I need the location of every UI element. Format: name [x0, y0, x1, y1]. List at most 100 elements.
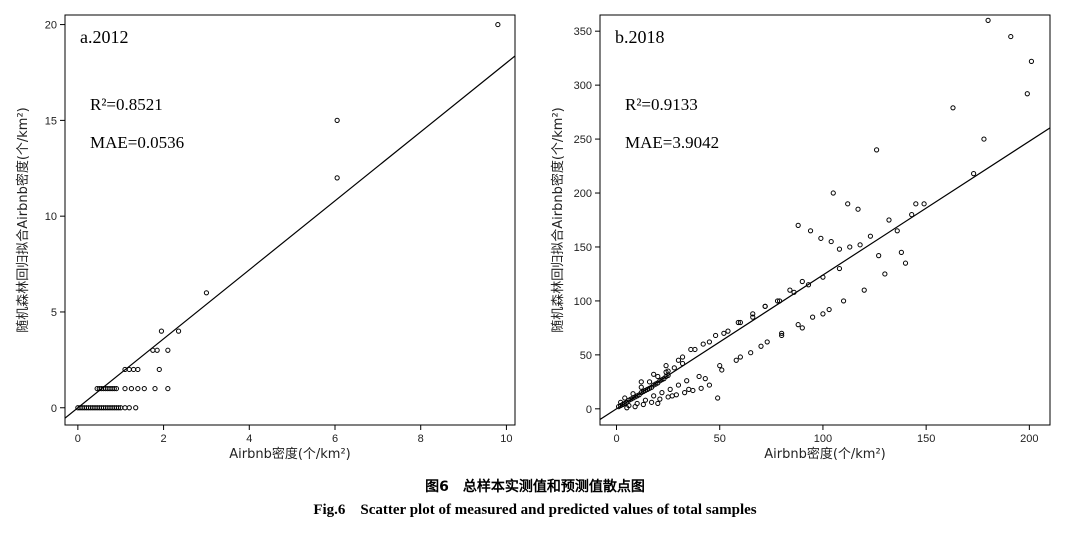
data-point: [667, 386, 673, 392]
data-point: [810, 314, 816, 320]
data-point: [655, 400, 661, 407]
data-point: [799, 325, 805, 331]
plot-frame: [599, 14, 1051, 426]
data-point: [649, 399, 655, 405]
data-point: [154, 347, 160, 353]
chart-a: 0 2 4 6 8 10 0 5 10 15 20 a.2012 R²=0.8521 MAE=0.0536…: [15, 14, 516, 462]
data-point: [665, 394, 671, 400]
panel-label: b.2018: [615, 27, 665, 47]
data-point: [111, 385, 117, 392]
data-point: [692, 346, 698, 353]
data-point: [820, 311, 826, 317]
data-point: [985, 17, 991, 23]
data-point: [737, 319, 743, 326]
data-point: [156, 366, 162, 373]
data-point: [669, 393, 675, 399]
data-point: [682, 390, 688, 396]
data-point: [126, 405, 132, 411]
data-point: [706, 339, 713, 345]
data-point: [638, 379, 644, 385]
data-point: [950, 105, 956, 111]
x-tick-label: 6: [332, 433, 338, 445]
data-point: [795, 222, 801, 228]
data-point: [981, 136, 987, 142]
data-point: [113, 385, 120, 392]
y-tick-label: 10: [45, 211, 57, 223]
data-point: [717, 363, 723, 369]
x-tick-label: 150: [917, 433, 935, 445]
figure-caption-en: Fig.6 Scatter plot of measured and predi…: [313, 502, 757, 518]
y-tick-label: 0: [51, 403, 57, 415]
data-point: [1028, 58, 1035, 64]
data-point: [735, 319, 741, 326]
data-point: [158, 328, 165, 334]
data-point: [671, 365, 677, 371]
plot-area: [65, 21, 515, 419]
y-axis-label: 随机森林回归拟合Airbnb密度(个/km²): [550, 107, 566, 333]
x-tick-label: 100: [814, 433, 832, 445]
x-tick-label: 200: [1020, 433, 1038, 445]
data-point: [861, 287, 867, 293]
data-point: [618, 399, 624, 405]
data-point: [700, 341, 706, 347]
x-axis-label: Airbnb密度(个/km²): [764, 446, 886, 462]
plot-area: [600, 17, 1050, 421]
y-axis-label: 随机森林回归拟合Airbnb密度(个/km²): [15, 107, 31, 333]
mae-label: MAE=0.0536: [90, 133, 184, 152]
data-point: [673, 392, 679, 398]
data-point: [867, 233, 874, 239]
data-point: [651, 393, 657, 399]
data-point: [135, 385, 141, 392]
y-tick-label: 150: [574, 242, 592, 254]
data-point: [725, 328, 731, 334]
data-point: [764, 339, 770, 345]
x-tick-label: 8: [418, 433, 424, 445]
y-tick-label: 20: [45, 20, 57, 32]
data-point: [657, 396, 663, 402]
data-point: [334, 175, 340, 181]
data-point: [675, 382, 682, 388]
data-point: [675, 357, 682, 363]
data-point: [128, 385, 135, 392]
y-tick-label: 5: [51, 307, 57, 319]
data-point: [651, 371, 657, 377]
data-point: [638, 384, 644, 390]
data-point: [836, 246, 843, 252]
data-point: [679, 354, 686, 360]
x-tick-label: 50: [714, 433, 726, 445]
data-point: [787, 287, 793, 293]
data-point: [686, 386, 692, 392]
y-tick-label: 200: [574, 188, 592, 200]
data-point: [762, 303, 768, 309]
data-point: [165, 385, 171, 392]
data-point: [733, 357, 739, 363]
data-point: [679, 360, 686, 367]
data-point: [715, 395, 721, 401]
x-tick-label: 0: [613, 433, 619, 445]
data-point: [913, 201, 919, 207]
plot-frame: [64, 14, 516, 426]
data-point: [791, 289, 797, 295]
data-point: [690, 387, 696, 394]
data-point: [719, 367, 725, 373]
data-point: [776, 298, 783, 304]
data-point: [845, 201, 851, 207]
x-tick-label: 4: [246, 433, 252, 445]
data-point: [175, 328, 182, 334]
data-point: [805, 282, 812, 288]
data-point: [640, 401, 646, 408]
data-point: [698, 385, 704, 391]
fit-line: [600, 127, 1050, 421]
data-point: [642, 397, 649, 403]
data-point: [874, 147, 880, 153]
data-point: [712, 332, 719, 339]
data-point: [152, 385, 158, 392]
data-point: [706, 382, 713, 388]
data-point: [836, 265, 843, 272]
data-point: [779, 330, 785, 336]
data-point: [721, 330, 727, 336]
y-tick-label: 0: [586, 404, 592, 416]
data-point: [622, 395, 628, 401]
r2-label: R²=0.8521: [90, 95, 163, 114]
data-point: [886, 217, 892, 223]
